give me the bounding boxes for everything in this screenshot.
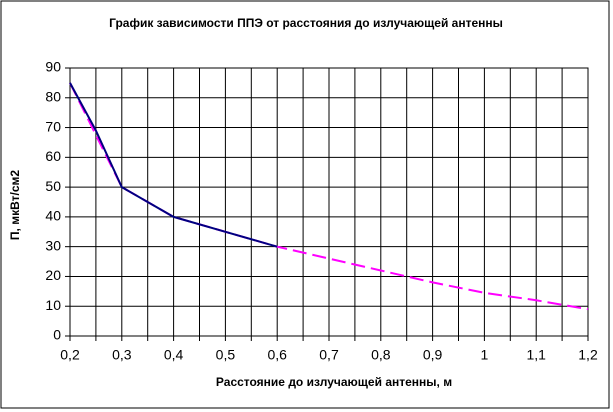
x-tick-label: 0,3 xyxy=(112,347,132,363)
series-line xyxy=(69,82,589,311)
x-tick-label: 0,9 xyxy=(423,347,443,363)
plot-area xyxy=(69,67,589,337)
y-tick-label: 80 xyxy=(45,88,61,104)
y-tick-label: 50 xyxy=(45,178,61,194)
x-tick-label: 0,4 xyxy=(164,347,184,363)
x-axis-label: Расстояние до излучающей антенны, м xyxy=(216,375,452,389)
series-line xyxy=(69,82,278,248)
y-axis-label: П, мкВт/см2 xyxy=(8,170,22,240)
y-tick-label: 70 xyxy=(45,118,61,134)
x-tick-label: 1,1 xyxy=(526,347,546,363)
x-tick-label: 0,2 xyxy=(60,347,80,363)
chart-title: График зависимости ППЭ от расстояния до … xyxy=(109,16,503,30)
y-tick-label: 0 xyxy=(53,327,61,343)
y-tick-label: 90 xyxy=(45,59,61,75)
y-tick-label: 40 xyxy=(45,208,61,224)
x-tick-label: 0,7 xyxy=(319,347,339,363)
y-tick-label: 30 xyxy=(45,237,61,253)
x-tick-label: 1,2 xyxy=(578,347,598,363)
y-tick-label: 20 xyxy=(45,267,61,283)
x-tick-label: 0,5 xyxy=(216,347,236,363)
x-tick-label: 0,6 xyxy=(267,347,287,363)
y-tick-label: 60 xyxy=(45,148,61,164)
y-tick-label: 10 xyxy=(45,297,61,313)
x-tick-label: 1 xyxy=(481,347,489,363)
x-tick-label: 0,8 xyxy=(371,347,391,363)
